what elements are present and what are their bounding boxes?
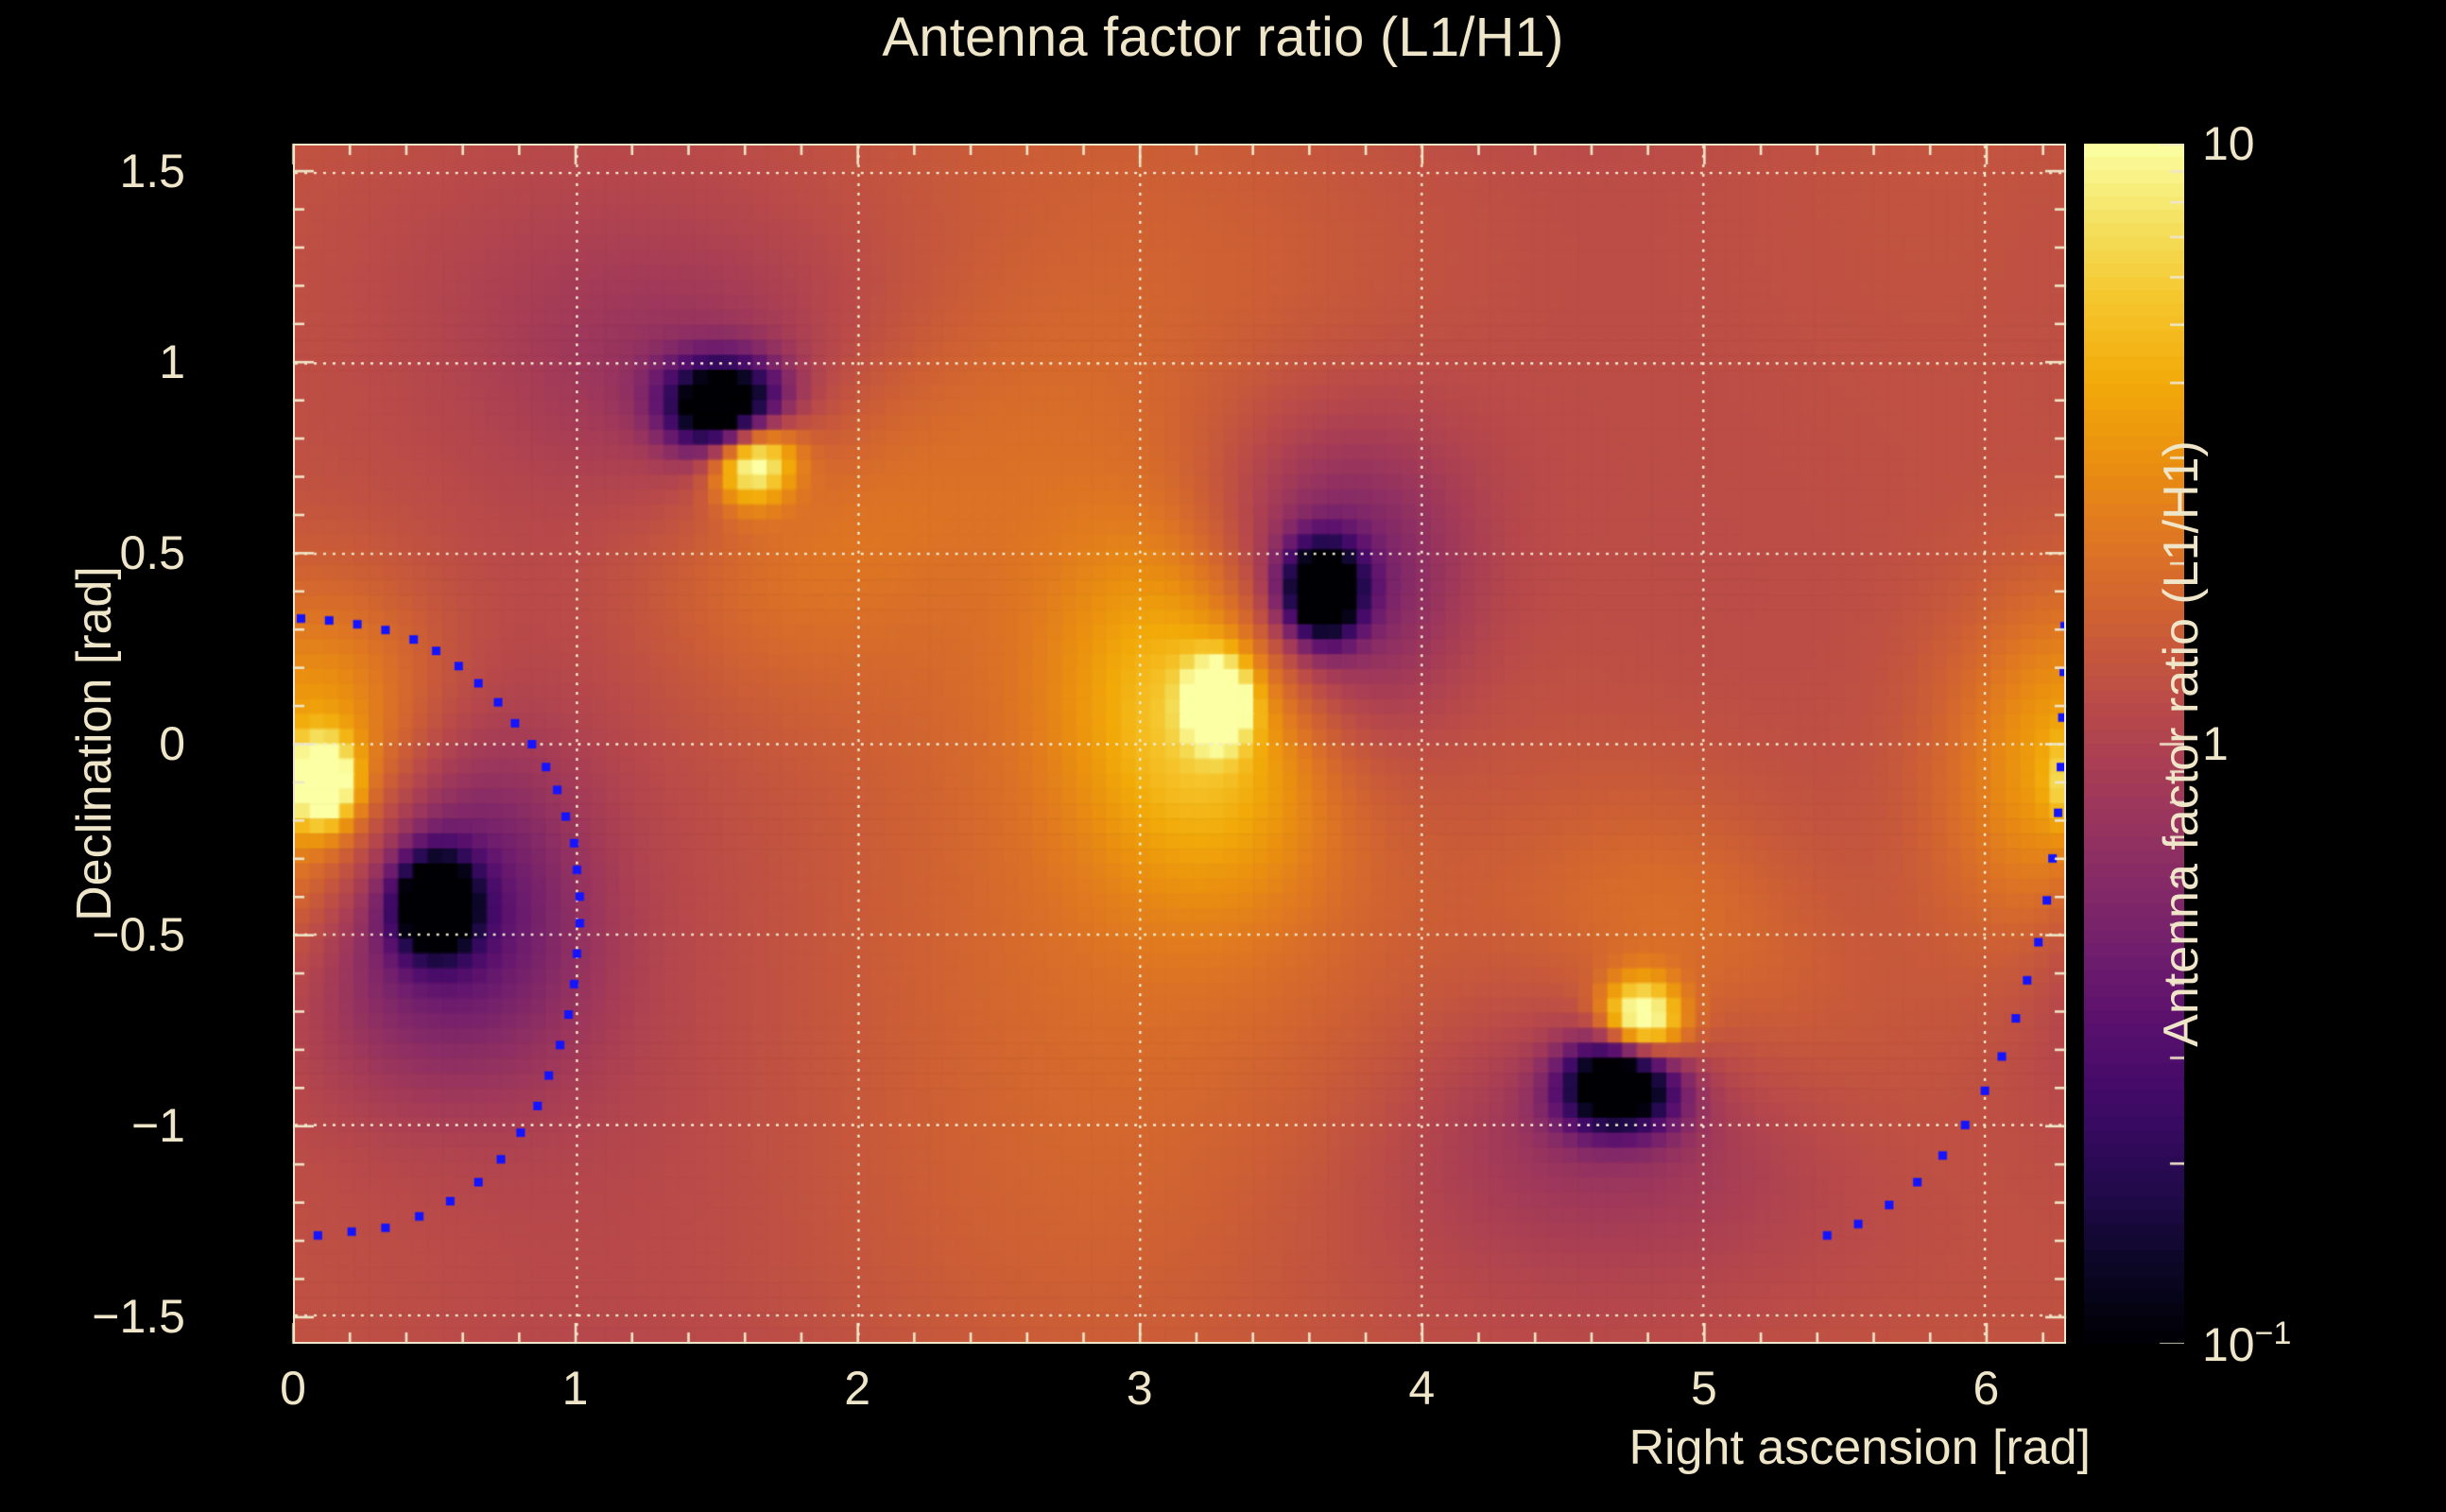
horizon-dotted-curve-overlay xyxy=(295,146,2064,1342)
colorbar-tick-label: 1 xyxy=(2202,717,2229,770)
chart-title: Antenna factor ratio (L1/H1) xyxy=(882,7,1564,68)
colorbar-tick-label: 10−1 xyxy=(2202,1315,2292,1371)
x-tick-label: 3 xyxy=(1126,1362,1153,1415)
x-tick-label: 1 xyxy=(561,1362,589,1415)
colorbar-label: Antenna factor ratio (L1/H1) xyxy=(2154,440,2209,1047)
y-tick-label: −1 xyxy=(130,1099,185,1153)
x-axis-label: Right ascension [rad] xyxy=(1628,1420,2092,1475)
x-tick-label: 2 xyxy=(844,1362,871,1415)
heatmap-plot-area xyxy=(293,144,2066,1344)
y-tick-label: 0 xyxy=(159,717,185,770)
y-axis-label: Declination [rad] xyxy=(67,566,122,921)
y-tick-label: 1 xyxy=(159,335,185,388)
y-tick-label: −1.5 xyxy=(92,1290,185,1344)
y-tick-label: −0.5 xyxy=(92,908,185,962)
x-tick-label: 6 xyxy=(1972,1362,2000,1415)
colorbar-tick-label: 10 xyxy=(2202,117,2255,170)
colorbar xyxy=(2084,144,2184,1344)
colorbar-tick-marks xyxy=(2084,144,2184,1344)
x-tick-label: 4 xyxy=(1408,1362,1436,1415)
x-tick-label: 5 xyxy=(1690,1362,1717,1415)
y-tick-label: 0.5 xyxy=(119,525,185,579)
y-tick-label: 1.5 xyxy=(119,144,185,198)
x-tick-label: 0 xyxy=(280,1362,306,1415)
